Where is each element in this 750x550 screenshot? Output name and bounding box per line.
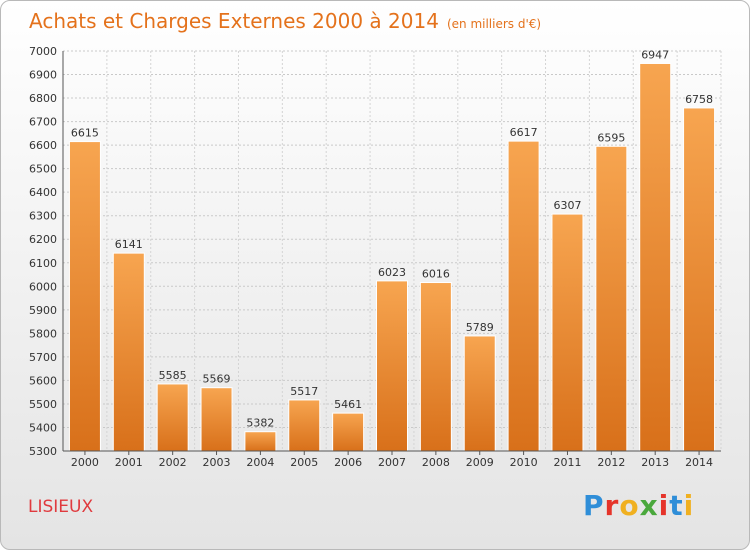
data-label-2007: 6023 — [378, 266, 406, 279]
data-label-2005: 5517 — [290, 385, 318, 398]
y-tick-label-6500: 6500 — [29, 163, 57, 176]
x-tick-label-2011: 2011 — [553, 456, 581, 469]
data-label-2006: 5461 — [334, 398, 362, 411]
x-tick-label-2013: 2013 — [641, 456, 669, 469]
x-tick-label-2001: 2001 — [115, 456, 143, 469]
bar-2006[interactable] — [332, 412, 365, 452]
x-tick-label-2000: 2000 — [71, 456, 99, 469]
data-label-2003: 5569 — [203, 373, 231, 386]
bar-2007[interactable] — [376, 280, 408, 452]
data-label-2004: 5382 — [246, 417, 274, 430]
city-name: LISIEUX — [28, 497, 94, 517]
y-tick-label-5900: 5900 — [29, 304, 57, 317]
y-tick-label-5700: 5700 — [29, 351, 57, 364]
x-tick-label-2007: 2007 — [378, 456, 406, 469]
bar-2001[interactable] — [112, 252, 145, 452]
bar-2012[interactable] — [595, 145, 628, 452]
proxiti-logo[interactable]: Proxiti — [583, 489, 694, 522]
bar-2010[interactable] — [507, 140, 540, 452]
data-label-2002: 5585 — [159, 369, 187, 382]
x-tick-label-2010: 2010 — [510, 456, 538, 469]
logo-letter: i — [658, 489, 670, 522]
y-tick-label-6400: 6400 — [29, 186, 57, 199]
y-tick-label-6800: 6800 — [29, 92, 57, 105]
logo-letter: x — [639, 489, 659, 522]
x-tick-label-2003: 2003 — [203, 456, 231, 469]
bar-2004[interactable] — [244, 431, 277, 452]
bar-2009[interactable] — [463, 335, 496, 452]
data-label-2014: 6758 — [685, 93, 713, 106]
data-label-2011: 6307 — [553, 199, 581, 212]
bar-2013[interactable] — [639, 62, 672, 452]
y-tick-label-5400: 5400 — [29, 421, 57, 434]
x-tick-label-2002: 2002 — [159, 456, 187, 469]
y-tick-label-6000: 6000 — [29, 280, 57, 293]
x-tick-label-2009: 2009 — [466, 456, 494, 469]
bar-2005[interactable] — [288, 399, 321, 452]
y-tick-label-6700: 6700 — [29, 116, 57, 129]
x-tick-label-2014: 2014 — [685, 456, 713, 469]
data-label-2009: 5789 — [466, 321, 494, 334]
x-tick-label-2005: 2005 — [290, 456, 318, 469]
y-tick-label-7000: 7000 — [29, 45, 57, 58]
bars: 6615 6141 5585 5569 5382 5517 5461 6023 6016 5789… — [68, 48, 716, 452]
y-tick-label-5600: 5600 — [29, 374, 57, 387]
bar-2008[interactable] — [419, 282, 452, 452]
data-label-2012: 6595 — [597, 131, 625, 144]
data-label-2013: 6947 — [641, 48, 669, 61]
x-tick-label-2006: 2006 — [334, 456, 362, 469]
title-text: Achats et Charges Externes 2000 à 2014 — [29, 9, 439, 33]
x-tick-label-2008: 2008 — [422, 456, 450, 469]
y-tick-label-6200: 6200 — [29, 233, 57, 246]
data-label-2010: 6617 — [510, 126, 538, 139]
chart-title: Achats et Charges Externes 2000 à 2014 (e… — [29, 9, 541, 33]
bar-2003[interactable] — [200, 387, 233, 452]
y-tick-label-5500: 5500 — [29, 398, 57, 411]
logo-letter: i — [683, 489, 695, 522]
y-tick-label-6100: 6100 — [29, 257, 57, 270]
y-tick-label-5800: 5800 — [29, 327, 57, 340]
bar-2014[interactable] — [683, 107, 716, 452]
logo-letter: r — [604, 489, 620, 522]
axes: 5300 5400 5500 5600 5700 5800 5900 6000 6100 6200… — [29, 45, 721, 469]
data-label-2000: 6615 — [71, 127, 99, 140]
logo-letter: t — [669, 489, 684, 522]
unit-text: (en milliers d'€) — [446, 17, 542, 31]
bar-2002[interactable] — [156, 383, 189, 452]
logo-letter: P — [583, 489, 605, 522]
data-label-2001: 6141 — [115, 238, 143, 251]
bar-2011[interactable] — [551, 213, 584, 452]
logo-letter: o — [619, 489, 640, 522]
x-tick-label-2012: 2012 — [597, 456, 625, 469]
y-tick-label-5300: 5300 — [29, 445, 57, 458]
x-tick-label-2004: 2004 — [246, 456, 274, 469]
y-tick-label-6300: 6300 — [29, 210, 57, 223]
data-label-2008: 6016 — [422, 268, 450, 281]
y-tick-label-6900: 6900 — [29, 69, 57, 82]
y-tick-label-6600: 6600 — [29, 139, 57, 152]
bar-2000[interactable] — [68, 141, 101, 452]
